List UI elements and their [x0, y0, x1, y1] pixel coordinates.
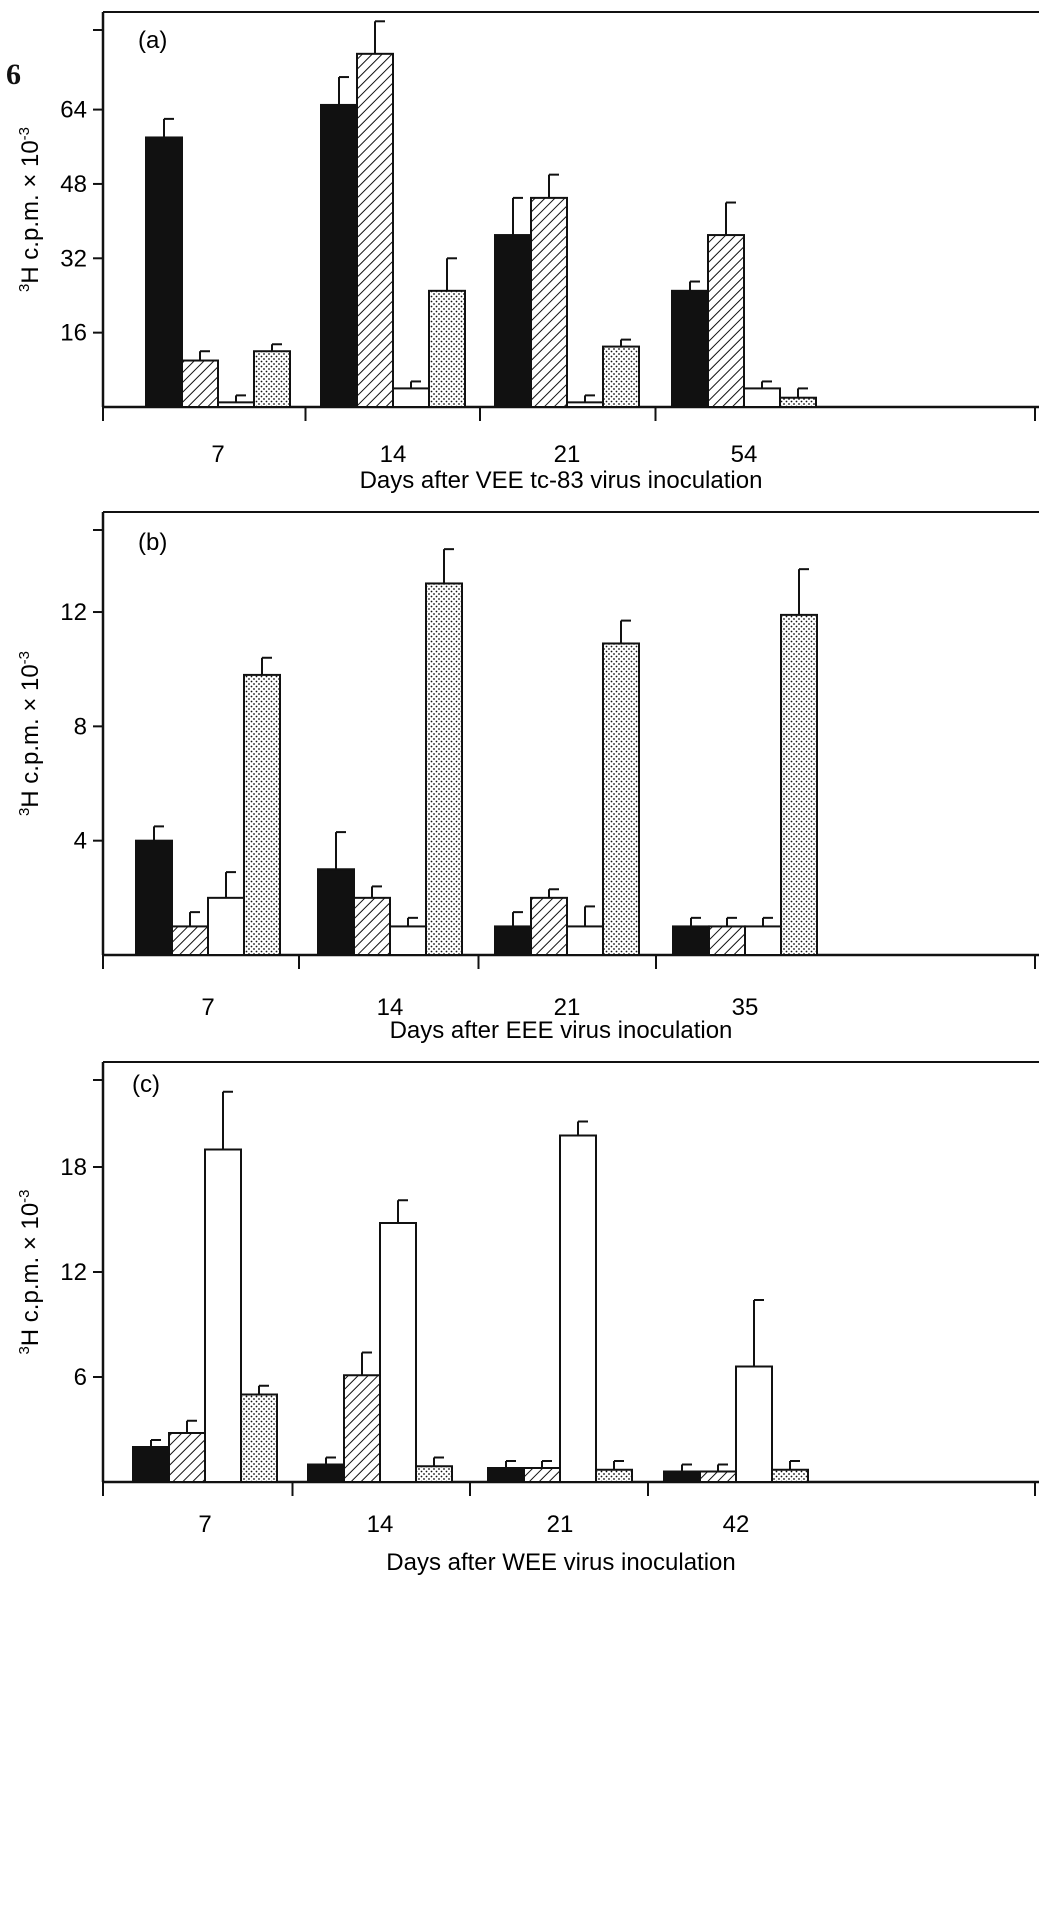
bar [253, 350, 291, 408]
bar [530, 896, 568, 957]
x-tick-label: 21 [547, 1511, 574, 1538]
bar [494, 234, 532, 408]
x-tick-label: 35 [732, 994, 759, 1021]
chart-panel-b: 4 8 12 7 14 21 35 Days after EEE virus inoculat… [0, 500, 1039, 1050]
panel-label: (b) [138, 529, 167, 556]
bar [743, 387, 781, 409]
y-tick-label: 48 [60, 171, 87, 198]
x-tick-label: 21 [554, 441, 581, 468]
bar [343, 1374, 381, 1483]
bar [307, 1463, 345, 1483]
bar [671, 289, 709, 408]
bar [379, 1222, 417, 1483]
bar [240, 1393, 278, 1483]
y-label-superscript: 3 [16, 1346, 33, 1354]
bar [171, 925, 209, 956]
y-label-superscript: -3 [16, 127, 33, 140]
bar [780, 613, 818, 956]
panel-label: (c) [132, 1071, 160, 1098]
chart-panel-a: 16 32 48 64 7 14 21 54 Days after VEE tc-83 viru… [0, 0, 1039, 500]
bar [487, 1467, 525, 1483]
bar [132, 1446, 170, 1483]
y-tick-label: 4 [74, 828, 87, 855]
y-label-text: H c.p.m. × 10 [17, 664, 44, 807]
chart-panel-c: 6 12 18 7 14 21 42 Days after WEE virus inocula… [0, 1050, 1039, 1932]
figure-number: 6 [6, 58, 21, 91]
bar [168, 1432, 206, 1483]
bar [595, 1468, 633, 1483]
bar [559, 1134, 597, 1483]
bar [428, 289, 466, 408]
bar [317, 868, 355, 956]
x-tick-label: 7 [198, 1511, 211, 1538]
y-tick-label: 6 [74, 1364, 87, 1391]
bar [389, 925, 427, 956]
y-axis-label: 3H c.p.m. × 10-3 [16, 127, 44, 292]
x-tick-label: 21 [554, 994, 581, 1021]
bar [744, 925, 782, 956]
bar [204, 1148, 242, 1483]
x-axis-label: Days after WEE virus inoculation [386, 1549, 735, 1576]
bar [356, 52, 394, 409]
bar [672, 925, 710, 956]
bar [425, 582, 463, 957]
y-tick-label: 8 [74, 713, 87, 740]
bar [602, 642, 640, 956]
y-label-superscript: 3 [16, 284, 33, 292]
bar [707, 234, 745, 408]
y-label-superscript: -3 [16, 651, 33, 664]
bar [320, 103, 358, 409]
bar [392, 387, 430, 409]
y-tick-label: 32 [60, 245, 87, 272]
bar-chart-wee: 6 12 18 7 14 21 42 Days after WEE virus inocula… [16, 1061, 1039, 1576]
bar [181, 359, 219, 409]
x-tick-label: 14 [377, 994, 404, 1021]
bar [243, 673, 281, 957]
bar [566, 401, 604, 408]
y-tick-label: 16 [60, 320, 87, 347]
x-tick-label: 54 [731, 441, 758, 468]
panel-label: (a) [138, 27, 167, 54]
y-label-text: H c.p.m. × 10 [17, 140, 44, 283]
x-tick-label: 7 [211, 441, 224, 468]
y-label-text: H c.p.m. × 10 [17, 1203, 44, 1346]
bar [566, 925, 604, 956]
bar [699, 1470, 737, 1483]
x-axis-label: Days after VEE tc-83 virus inoculation [360, 467, 763, 494]
bar [217, 401, 255, 408]
bar [353, 896, 391, 957]
y-tick-label: 12 [60, 599, 87, 626]
bar [494, 925, 532, 956]
x-tick-label: 7 [201, 994, 214, 1021]
y-tick-label: 12 [60, 1259, 87, 1286]
bar [663, 1470, 701, 1483]
bar [523, 1467, 561, 1483]
bar [207, 896, 245, 957]
bar [779, 396, 817, 408]
y-label-superscript: -3 [16, 1189, 33, 1202]
bar [708, 925, 746, 956]
x-axis-label: Days after EEE virus inoculation [390, 1017, 733, 1044]
axes [101, 11, 1039, 409]
y-tick-label: 64 [60, 97, 87, 124]
x-tick-label: 14 [367, 1511, 394, 1538]
x-tick-label: 14 [380, 441, 407, 468]
bar [415, 1465, 453, 1483]
bar [602, 345, 640, 408]
x-tick-label: 42 [723, 1511, 750, 1538]
y-tick-label: 18 [60, 1154, 87, 1181]
bar [135, 839, 173, 957]
y-axis-label: 3H c.p.m. × 10-3 [16, 1189, 44, 1354]
y-label-superscript: 3 [16, 808, 33, 816]
bar [530, 196, 568, 408]
y-axis-label: 3H c.p.m. × 10-3 [16, 651, 44, 816]
bar [771, 1468, 809, 1483]
bar [735, 1365, 773, 1483]
bar [145, 136, 183, 408]
